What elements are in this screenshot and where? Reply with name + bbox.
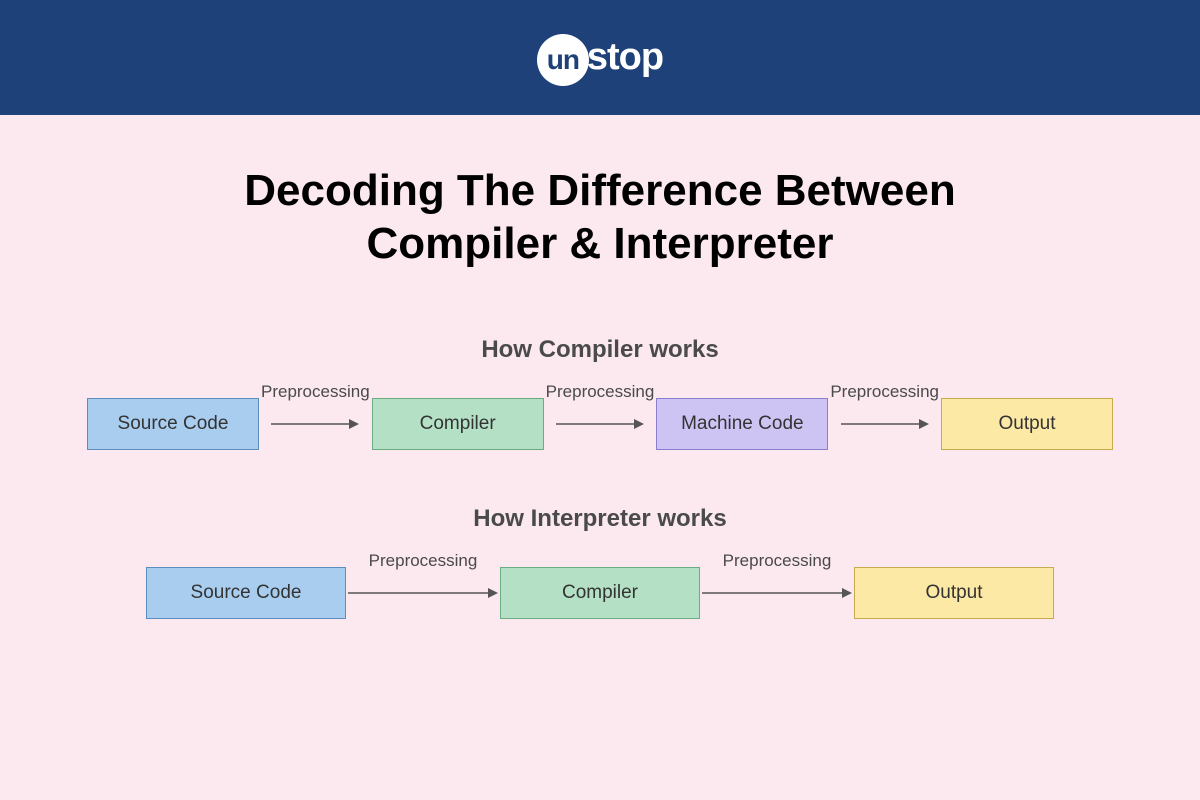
- page-title: Decoding The Difference Between Compiler…: [0, 165, 1200, 271]
- flow-box: Machine Code: [656, 398, 828, 450]
- flow-box: Compiler: [372, 398, 544, 450]
- flow-box: Source Code: [146, 567, 346, 619]
- arrow-label: Preprocessing: [830, 382, 939, 402]
- compiler-flow-row: Source CodePreprocessing CompilerPreproc…: [0, 382, 1200, 450]
- compiler-diagram: How Compiler works Source CodePreprocess…: [0, 336, 1200, 450]
- flow-arrow: Preprocessing: [546, 382, 655, 450]
- title-line-2: Compiler & Interpreter: [367, 219, 834, 268]
- brand-logo: un stop: [537, 32, 663, 84]
- flow-arrow: Preprocessing: [702, 551, 852, 619]
- flow-box: Output: [854, 567, 1054, 619]
- arrow-icon: [702, 583, 852, 603]
- header-bar: un stop: [0, 0, 1200, 115]
- flow-box-output: Output: [854, 567, 1054, 619]
- arrow-label: Preprocessing: [723, 551, 832, 571]
- arrow-icon: [841, 414, 929, 434]
- arrow-label: Preprocessing: [369, 551, 478, 571]
- title-line-1: Decoding The Difference Between: [244, 166, 955, 215]
- flow-box: Source Code: [87, 398, 259, 450]
- interpreter-flow-row: Source Code Preprocessing Compiler Preproc…: [0, 551, 1200, 619]
- arrow-label: Preprocessing: [546, 382, 655, 402]
- flow-box-machine-code: Machine Code: [656, 398, 828, 450]
- logo-circle: un: [537, 34, 589, 86]
- interpreter-section-title: How Interpreter works: [0, 505, 1200, 533]
- flow-box-compiler: Compiler: [372, 398, 544, 450]
- interpreter-diagram: How Interpreter works Source Code Preproc…: [0, 505, 1200, 619]
- flow-arrow: Preprocessing: [261, 382, 370, 450]
- flow-arrow: Preprocessing: [830, 382, 939, 450]
- content-area: Decoding The Difference Between Compiler…: [0, 115, 1200, 800]
- flow-box: Compiler: [500, 567, 700, 619]
- arrow-icon: [348, 583, 498, 603]
- flow-box-output: Output: [941, 398, 1113, 450]
- flow-box-source-code: Source Code: [87, 398, 259, 450]
- arrow-label: Preprocessing: [261, 382, 370, 402]
- flow-arrow: Preprocessing: [348, 551, 498, 619]
- flow-box: Output: [941, 398, 1113, 450]
- arrow-icon: [556, 414, 644, 434]
- logo-text: stop: [587, 36, 663, 79]
- flow-box-source-code: Source Code: [146, 567, 346, 619]
- flow-box-compiler: Compiler: [500, 567, 700, 619]
- arrow-icon: [271, 414, 359, 434]
- compiler-section-title: How Compiler works: [0, 336, 1200, 364]
